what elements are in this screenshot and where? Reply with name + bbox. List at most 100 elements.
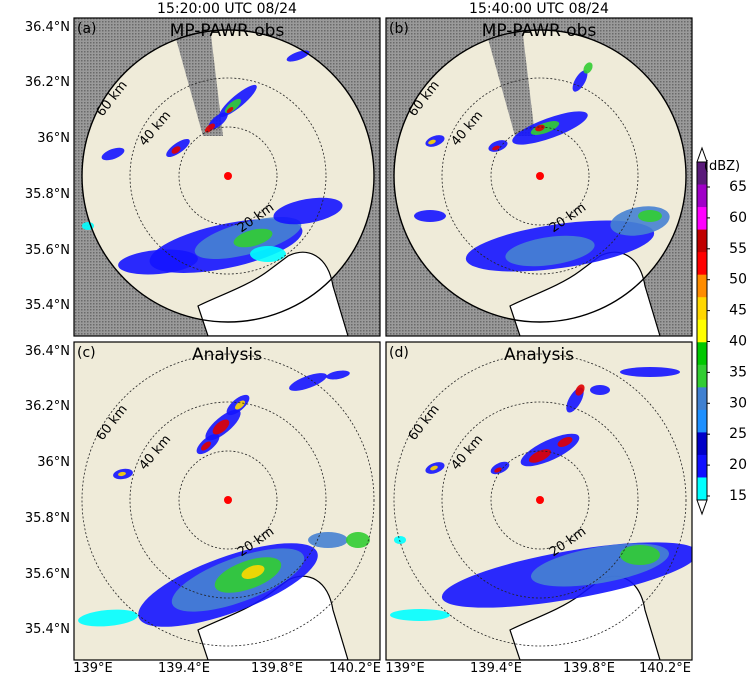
reflectivity-echo	[620, 367, 680, 377]
lat-tick-label: 36°N	[37, 131, 70, 146]
radar-site-marker	[536, 496, 544, 504]
colorbar-tick-label: 60	[729, 210, 747, 226]
beam-blockage	[482, 18, 535, 136]
colorbar-extend-bottom	[696, 499, 708, 516]
lon-tick-label: 140.2°E	[329, 661, 381, 675]
panel-title: MP-PAWR obs	[482, 21, 597, 41]
colorbar-tick-label: 50	[729, 272, 747, 288]
panel-frame	[73, 17, 381, 337]
radar-site-marker	[224, 496, 232, 504]
reflectivity-echo	[235, 400, 245, 410]
reflectivity-echo	[530, 121, 560, 135]
reflectivity-echo	[171, 146, 181, 154]
tokyo-bay	[197, 251, 349, 336]
reflectivity-echo	[205, 123, 215, 133]
panel-frame	[73, 341, 381, 661]
longitude-axis: 139°E 139.4°E 139.8°E 140.2°E 139°E 139.…	[73, 661, 691, 675]
column-title-left: 15:20:00 UTC 08/24	[157, 1, 297, 17]
range-ring	[393, 353, 687, 647]
colorbar-segment	[697, 409, 707, 433]
reflectivity-echo	[326, 370, 350, 380]
reflectivity-echo	[583, 62, 593, 74]
reflectivity-echo	[78, 609, 138, 627]
colorbar-segment	[697, 454, 707, 478]
colorbar-segment	[697, 432, 707, 456]
latitude-axis-top: 36.4°N 36.2°N 36°N 35.8°N 35.6°N 35.4°N	[25, 20, 70, 313]
colorbar-tick-label: 55	[729, 241, 747, 257]
colorbar-segment	[697, 184, 707, 208]
colorbar-tick-label: 25	[729, 426, 747, 442]
colorbar-segment	[697, 319, 707, 343]
colorbar-unit: (dBZ)	[704, 159, 740, 174]
reflectivity-echo	[505, 235, 595, 267]
colorbar-segment	[697, 364, 707, 388]
lat-tick-label: 36.4°N	[25, 20, 70, 35]
reflectivity-echo	[590, 385, 610, 395]
colorbar-segment	[697, 387, 707, 411]
reflectivity-echo	[286, 50, 310, 62]
panel-title: Analysis	[504, 345, 574, 365]
reflectivity-echo	[201, 441, 211, 451]
lon-tick-label: 139°E	[73, 661, 113, 675]
reflectivity-echo	[572, 70, 588, 92]
range-ring	[441, 77, 639, 275]
panel-frame	[385, 341, 693, 661]
colorbar-segment	[697, 162, 707, 186]
colorbar-frame	[696, 161, 708, 501]
beam-blockage	[170, 18, 223, 136]
colorbar-tick-label: 15	[729, 488, 747, 504]
colorbar: (dBZ) 65 60 55 50 45 40 35 30 25 20 15	[696, 146, 747, 516]
range-ring	[129, 401, 327, 599]
coverage-edge	[81, 29, 375, 323]
panel-frame	[385, 17, 693, 337]
reflectivity-echo	[273, 197, 343, 225]
reflectivity-echo	[118, 249, 198, 275]
lat-tick-label: 35.4°N	[25, 298, 70, 313]
reflectivity-echo	[241, 565, 265, 579]
colorbar-segment	[697, 297, 707, 321]
coverage-edge	[393, 29, 687, 323]
reflectivity-echo	[414, 210, 446, 222]
colorbar-segment	[697, 342, 707, 366]
panel-letter: (d)	[389, 345, 409, 361]
colorbar-tick-label: 40	[729, 334, 747, 350]
reflectivity-echo	[528, 449, 552, 463]
range-ring	[178, 126, 278, 226]
reflectivity-echo	[308, 532, 348, 548]
colorbar-tick-label: 45	[729, 303, 747, 319]
reflectivity-echo	[430, 465, 438, 471]
range-ring	[441, 401, 639, 599]
panel-letter: (c)	[77, 345, 96, 361]
lon-tick-label: 139.4°E	[470, 661, 522, 675]
lat-tick-label: 36.2°N	[25, 399, 70, 414]
colorbar-segment	[697, 477, 707, 501]
reflectivity-echo	[250, 246, 286, 262]
colorbar-tick-label: 30	[729, 395, 747, 411]
reflectivity-echo	[557, 437, 573, 447]
lat-tick-label: 36°N	[37, 455, 70, 470]
lat-tick-label: 35.8°N	[25, 187, 70, 202]
reflectivity-echo	[101, 147, 125, 161]
lat-tick-label: 36.2°N	[25, 75, 70, 90]
panel-letter: (b)	[389, 21, 409, 37]
reflectivity-echo	[620, 545, 660, 565]
range-ring	[490, 126, 590, 226]
colorbar-tick-label: 65	[729, 179, 747, 195]
colorbar-segment	[697, 207, 707, 231]
reflectivity-echo	[535, 124, 545, 132]
range-ring	[490, 450, 590, 550]
lat-tick-label: 35.6°N	[25, 243, 70, 258]
range-ring	[81, 353, 375, 647]
colorbar-segment	[697, 252, 707, 276]
reflectivity-echo	[212, 419, 230, 435]
lat-tick-label: 35.6°N	[25, 567, 70, 582]
reflectivity-echo	[346, 532, 370, 548]
panel-title: Analysis	[192, 345, 262, 365]
reflectivity-echo	[428, 139, 436, 145]
panel-letter: (a)	[77, 21, 97, 37]
